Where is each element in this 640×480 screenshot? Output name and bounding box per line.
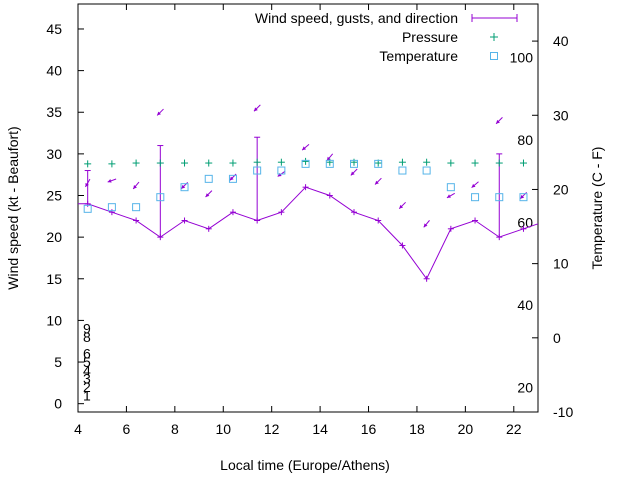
y2-tick-label: 10 bbox=[553, 256, 569, 272]
y2-tick-label: 0 bbox=[553, 330, 561, 346]
legend-label-pressure: Pressure bbox=[402, 29, 458, 45]
y-tick-label: 15 bbox=[46, 271, 62, 287]
temperature-point bbox=[277, 166, 286, 175]
y-tick-label: 5 bbox=[54, 354, 62, 370]
y-tick-label: 20 bbox=[46, 229, 62, 245]
temperature-point bbox=[471, 193, 480, 202]
y-tick-label: 45 bbox=[46, 21, 62, 37]
y2-tick-label: 30 bbox=[553, 107, 569, 123]
wind-direction-arrowhead bbox=[133, 185, 137, 189]
temperature-point bbox=[374, 159, 383, 168]
legend-marker-temperature bbox=[490, 52, 498, 60]
x-tick-label: 18 bbox=[409, 421, 425, 437]
wind-direction-arrowhead bbox=[375, 180, 379, 185]
temperature-point bbox=[132, 203, 141, 212]
temperature-point bbox=[228, 174, 237, 183]
temperature-point bbox=[446, 183, 455, 192]
wind-direction-arrowhead bbox=[302, 146, 307, 151]
wind-direction-arrowhead bbox=[446, 194, 451, 198]
wind-direction-arrowhead bbox=[471, 183, 476, 188]
temperature-point bbox=[180, 183, 189, 192]
temperature-point bbox=[495, 193, 504, 202]
x-axis-label: Local time (Europe/Athens) bbox=[220, 457, 390, 473]
beaufort-label: 3 bbox=[83, 371, 91, 387]
x-tick-label: 16 bbox=[361, 421, 377, 437]
wind-direction-arrowhead bbox=[181, 184, 186, 189]
plot-frame bbox=[77, 3, 539, 413]
fahrenheit-label: 40 bbox=[517, 297, 533, 313]
fahrenheit-label: 20 bbox=[517, 379, 533, 395]
y-tick-label: 0 bbox=[54, 396, 62, 412]
wind-direction-arrowhead bbox=[520, 194, 525, 199]
ticks-layer: 4 6 8 10 12 14 16 18 20 22051015202530354045-1001… bbox=[46, 4, 573, 437]
temperature-point bbox=[83, 204, 92, 213]
wind-direction-arrowhead bbox=[350, 171, 355, 176]
temperature-point bbox=[156, 193, 165, 202]
beaufort-label: 2 bbox=[83, 379, 91, 395]
wind-direction-arrowhead bbox=[205, 193, 210, 198]
y2-tick-label: 20 bbox=[553, 181, 569, 197]
y-axis-label: Wind speed (kt - Beaufort) bbox=[5, 126, 21, 289]
legend-marker-pressure bbox=[490, 33, 498, 41]
beaufort-label: 9 bbox=[83, 321, 91, 337]
x-tick-label: 14 bbox=[312, 421, 328, 437]
y2-tick-label: 40 bbox=[553, 33, 569, 49]
legend-label-temperature: Temperature bbox=[379, 48, 458, 64]
y-tick-label: 30 bbox=[46, 146, 62, 162]
wind-direction-arrowhead bbox=[229, 176, 234, 181]
legend-label-wind: Wind speed, gusts, and direction bbox=[255, 10, 458, 26]
wind-speed-line bbox=[78, 186, 539, 280]
y-tick-label: 35 bbox=[46, 104, 62, 120]
temperature-point bbox=[398, 166, 407, 175]
fahrenheit-label: 80 bbox=[517, 132, 533, 148]
wind-direction-arrowhead bbox=[157, 111, 161, 116]
y-tick-label: 10 bbox=[46, 312, 62, 328]
wind-direction-arrowhead bbox=[85, 182, 89, 187]
beaufort-label: 4 bbox=[83, 362, 91, 378]
temperature-point bbox=[519, 193, 528, 202]
x-tick-label: 10 bbox=[215, 421, 231, 437]
wind-direction-arrowhead bbox=[423, 223, 428, 228]
temperature-point bbox=[107, 203, 116, 212]
beaufort-label: 6 bbox=[83, 346, 91, 362]
y2-tick-label: -10 bbox=[553, 404, 573, 420]
temperature-point bbox=[422, 166, 431, 175]
wind-direction-arrowhead bbox=[107, 179, 112, 183]
y2-axis-label: Temperature (C - F) bbox=[589, 147, 605, 270]
legend: Wind speed, gusts, and direction Pressur… bbox=[255, 10, 518, 64]
x-tick-label: 6 bbox=[123, 421, 131, 437]
x-tick-label: 12 bbox=[264, 421, 280, 437]
temperature-point bbox=[253, 166, 262, 175]
beaufort-label: 1 bbox=[83, 387, 91, 403]
fahrenheit-label: 100 bbox=[510, 50, 534, 66]
y-tick-label: 25 bbox=[46, 188, 62, 204]
temperature-point bbox=[301, 159, 310, 168]
wind-direction-arrowhead bbox=[496, 119, 500, 124]
x-tick-label: 8 bbox=[171, 421, 179, 437]
series-layer bbox=[78, 104, 539, 282]
x-tick-label: 4 bbox=[74, 421, 82, 437]
wind-direction-arrowhead bbox=[253, 107, 258, 112]
wind-direction-arrowhead bbox=[277, 172, 282, 177]
wind-direction-arrowhead bbox=[326, 156, 331, 161]
wind-direction-arrowhead bbox=[399, 204, 404, 209]
temperature-point bbox=[204, 174, 213, 183]
beaufort-label: 8 bbox=[83, 329, 91, 345]
beaufort-label: 5 bbox=[83, 354, 91, 370]
temperature-point bbox=[325, 159, 334, 168]
y-tick-label: 40 bbox=[46, 63, 62, 79]
x-tick-label: 20 bbox=[458, 421, 474, 437]
temperature-point bbox=[350, 159, 358, 168]
x-tick-label: 22 bbox=[506, 421, 522, 437]
